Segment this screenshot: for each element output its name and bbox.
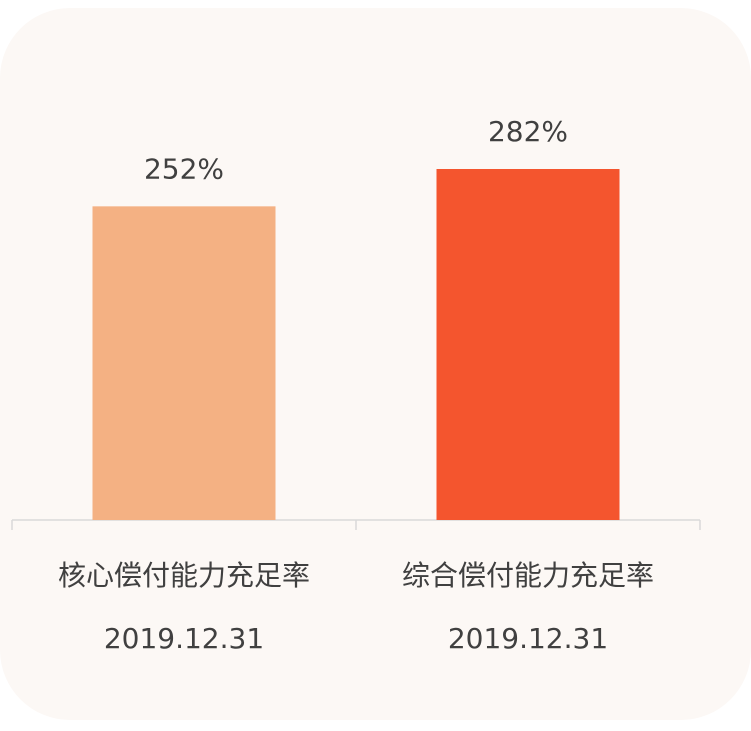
value-label: 282% — [488, 115, 568, 148]
x-tick-date: 2019.12.31 — [104, 622, 264, 655]
bar — [436, 169, 620, 520]
x-tick-label: 综合偿付能力充足率 — [402, 559, 654, 592]
x-tick-date: 2019.12.31 — [448, 622, 608, 655]
value-label: 252% — [144, 152, 224, 185]
x-tick-label: 核心偿付能力充足率 — [58, 559, 310, 592]
bar — [92, 206, 276, 520]
